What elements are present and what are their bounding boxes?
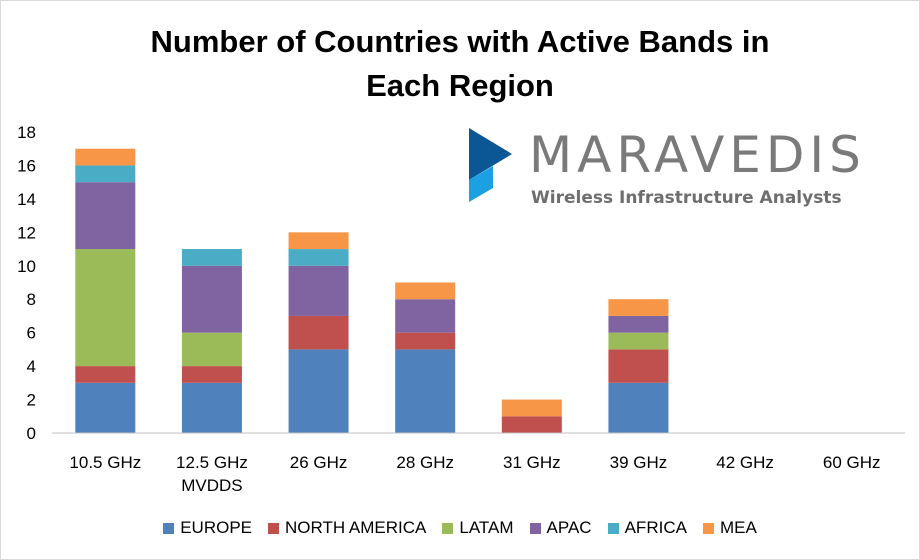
legend-label: MEA (719, 518, 757, 537)
x-tick-label: 10.5 GHz (69, 453, 141, 472)
legend-swatch (268, 522, 280, 534)
bar-segment-europe (288, 349, 349, 433)
bar-segment-apac (75, 182, 136, 250)
y-tick-label: 18 (17, 123, 36, 142)
bar-segment-africa (288, 249, 349, 266)
legend-label: NORTH AMERICA (285, 518, 427, 537)
bar-segment-mea (288, 232, 349, 250)
bar-segment-mea (608, 299, 669, 316)
bar-segment-apac (395, 299, 456, 333)
x-tick-label: 39 GHz (610, 453, 668, 472)
legend-item: APAC (529, 518, 592, 538)
bar-segment-europe (608, 382, 669, 433)
bar-segment-europe (75, 382, 136, 433)
legend-item: EUROPE (163, 518, 252, 538)
bar-segment-latam (608, 332, 669, 350)
bar-segment-mea (75, 148, 136, 166)
y-tick-label: 10 (17, 257, 36, 276)
logo-tagline: Wireless Infrastructure Analysts (531, 188, 842, 208)
x-tick-label: MVDDS (181, 476, 242, 495)
legend-item: MEA (702, 518, 757, 538)
legend-swatch (702, 522, 714, 534)
y-tick-label: 16 (17, 156, 36, 175)
y-tick-label: 8 (27, 290, 36, 309)
logo-name: MARAVEDIS (529, 126, 866, 184)
y-tick-label: 14 (17, 190, 36, 209)
legend-swatch (163, 522, 175, 534)
legend-label: LATAM (459, 518, 514, 537)
bar-segment-europe (181, 382, 242, 433)
bar-segment-apac (608, 315, 669, 333)
legend-swatch (442, 522, 454, 534)
bar-segment-north-america (181, 366, 242, 383)
bar-segment-north-america (501, 416, 562, 433)
x-tick-label: 31 GHz (503, 453, 561, 472)
legend-swatch (607, 522, 619, 534)
bar-segment-north-america (608, 349, 669, 383)
x-tick-label: 60 GHz (823, 453, 881, 472)
chart-title-line: Number of Countries with Active Bands in (150, 24, 770, 59)
legend: EUROPE NORTH AMERICA LATAM APAC AFRICA MEA (0, 518, 920, 538)
bar-segment-latam (181, 332, 242, 367)
legend-item: NORTH AMERICA (268, 518, 426, 538)
y-tick-label: 12 (17, 223, 36, 242)
y-tick-label: 4 (27, 357, 36, 376)
y-tick-label: 6 (27, 324, 36, 343)
legend-label: EUROPE (180, 518, 253, 537)
y-tick-label: 0 (27, 424, 36, 443)
bar-segment-mea (395, 282, 456, 300)
legend-item: AFRICA (607, 518, 687, 538)
bar-segment-north-america (288, 315, 349, 350)
bar-segment-africa (75, 165, 136, 183)
bar-segment-apac (181, 265, 242, 333)
x-tick-label: 26 GHz (290, 453, 348, 472)
x-tick-label: 12.5 GHz (176, 453, 248, 472)
maravedis-logo: MARAVEDIS Wireless Infrastructure Analys… (467, 126, 897, 216)
legend-item: LATAM (442, 518, 514, 538)
chart-title-line: Each Region (366, 68, 554, 103)
bar-segment-latam (75, 249, 136, 367)
bar-segment-north-america (395, 332, 456, 350)
bar-segment-north-america (75, 366, 136, 383)
bar-segment-mea (501, 399, 562, 417)
chart-title: Number of Countries with Active Bands in… (0, 20, 920, 108)
legend-label: APAC (546, 518, 592, 537)
bar-segment-europe (395, 349, 456, 433)
legend-label: AFRICA (624, 518, 687, 537)
x-tick-label: 28 GHz (396, 453, 454, 472)
logo-arrow-icon (469, 128, 512, 202)
bar-segment-africa (181, 249, 242, 266)
legend-swatch (529, 522, 541, 534)
bar-segment-apac (288, 265, 349, 316)
y-tick-label: 2 (27, 391, 36, 410)
x-tick-label: 42 GHz (716, 453, 774, 472)
